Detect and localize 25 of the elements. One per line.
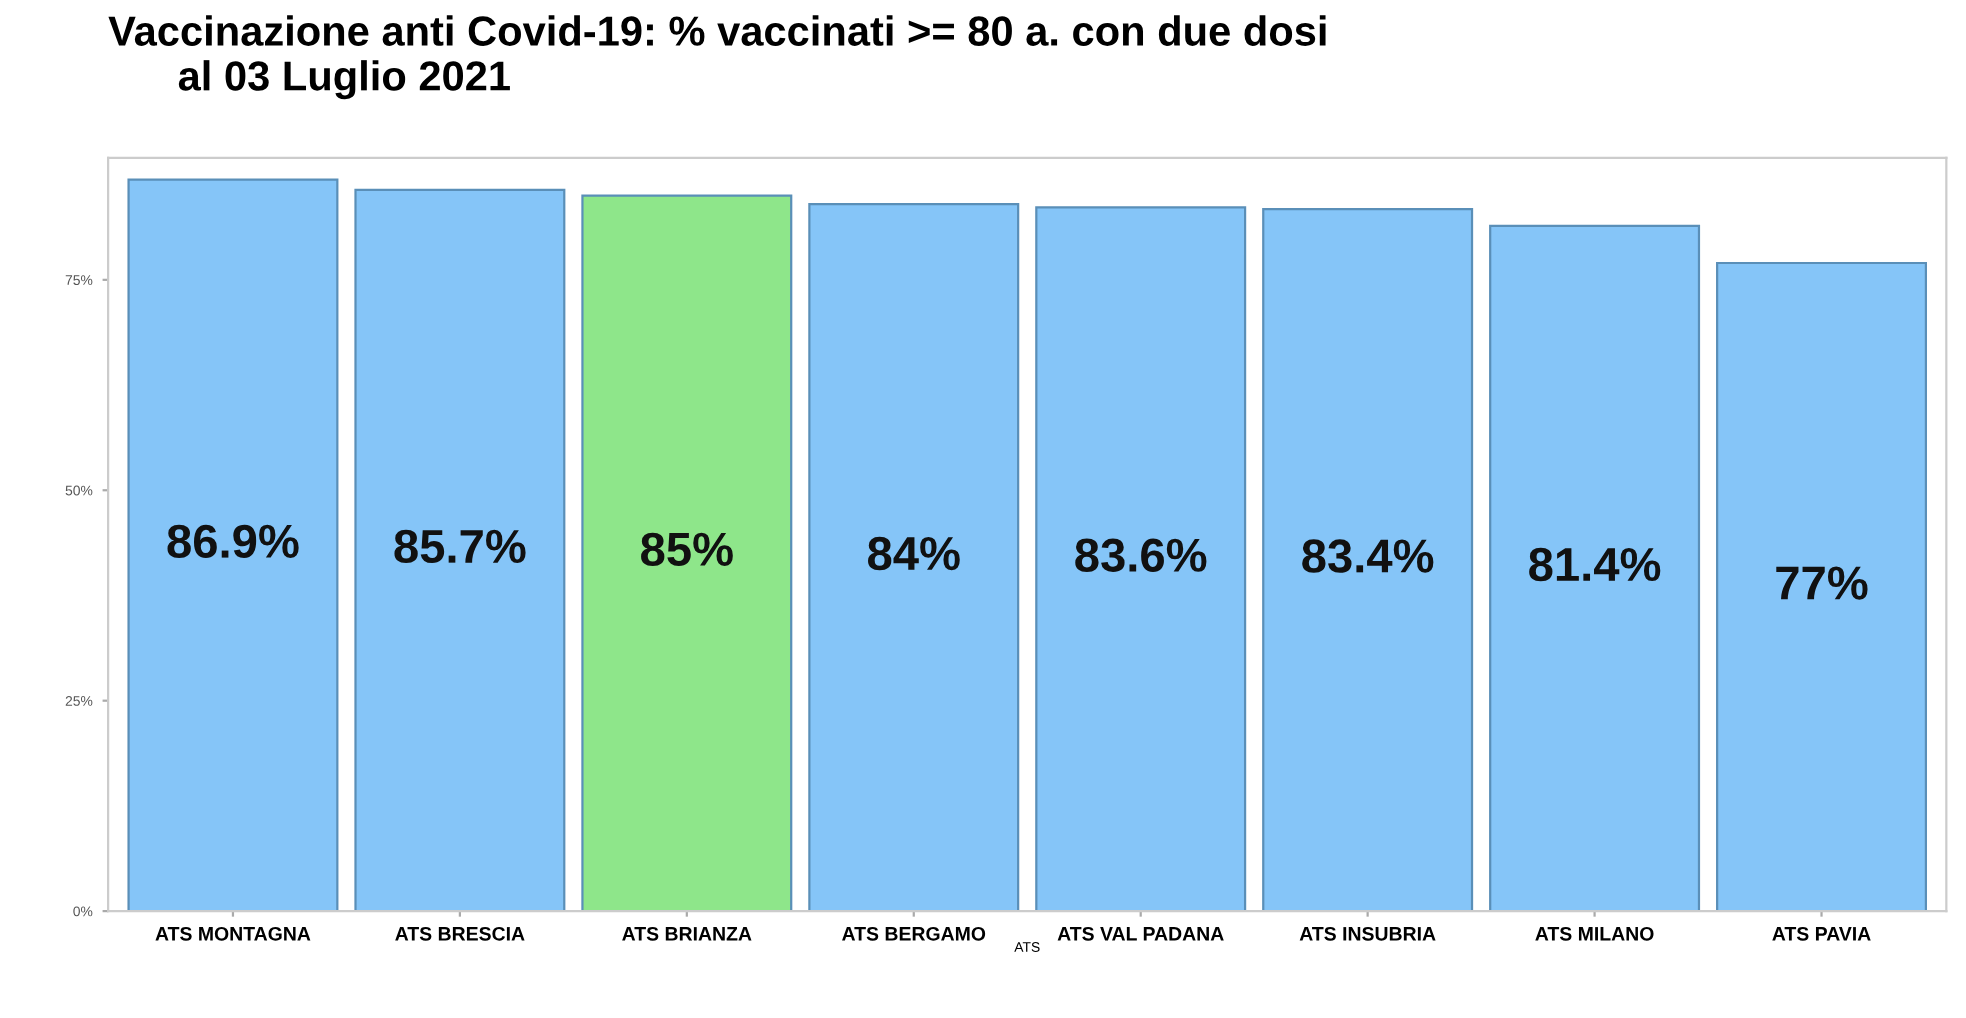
x-tick-label: ATS BRESCIA	[395, 926, 525, 941]
data-label: 83.6%	[1075, 538, 1207, 573]
data-label: 84%	[868, 536, 960, 571]
x-tick-label: ATS MONTAGNA	[155, 926, 311, 941]
data-label: 86.9%	[167, 524, 299, 559]
data-label: 77%	[1776, 566, 1868, 600]
data-label: 85.7%	[394, 529, 526, 564]
bar	[127, 178, 339, 912]
x-tick-label: ATS VAL PADANA	[1057, 926, 1224, 941]
x-tick-label: ATS INSUBRIA	[1299, 926, 1436, 941]
data-label: 83.4%	[1302, 539, 1434, 573]
bar	[1716, 261, 1928, 912]
data-label: 81.4%	[1529, 547, 1661, 582]
bar	[354, 188, 566, 912]
chart-title: Vaccinazione anti Covid-19: % vaccinati >= 80 a. con due dosi al 03 Luglio 2021	[108, 15, 1326, 100]
x-tick-label: ATS BRIANZA	[622, 926, 752, 941]
bar	[1262, 208, 1474, 912]
bar	[581, 194, 793, 912]
x-tick-label: ATS BERGAMO	[842, 926, 986, 941]
x-tick-label: ATS PAVIA	[1772, 926, 1871, 941]
bar	[1035, 206, 1247, 912]
data-label: 85%	[641, 532, 733, 567]
bar	[808, 202, 1020, 912]
x-tick-label: ATS MILANO	[1535, 926, 1654, 941]
bar	[1489, 224, 1701, 912]
